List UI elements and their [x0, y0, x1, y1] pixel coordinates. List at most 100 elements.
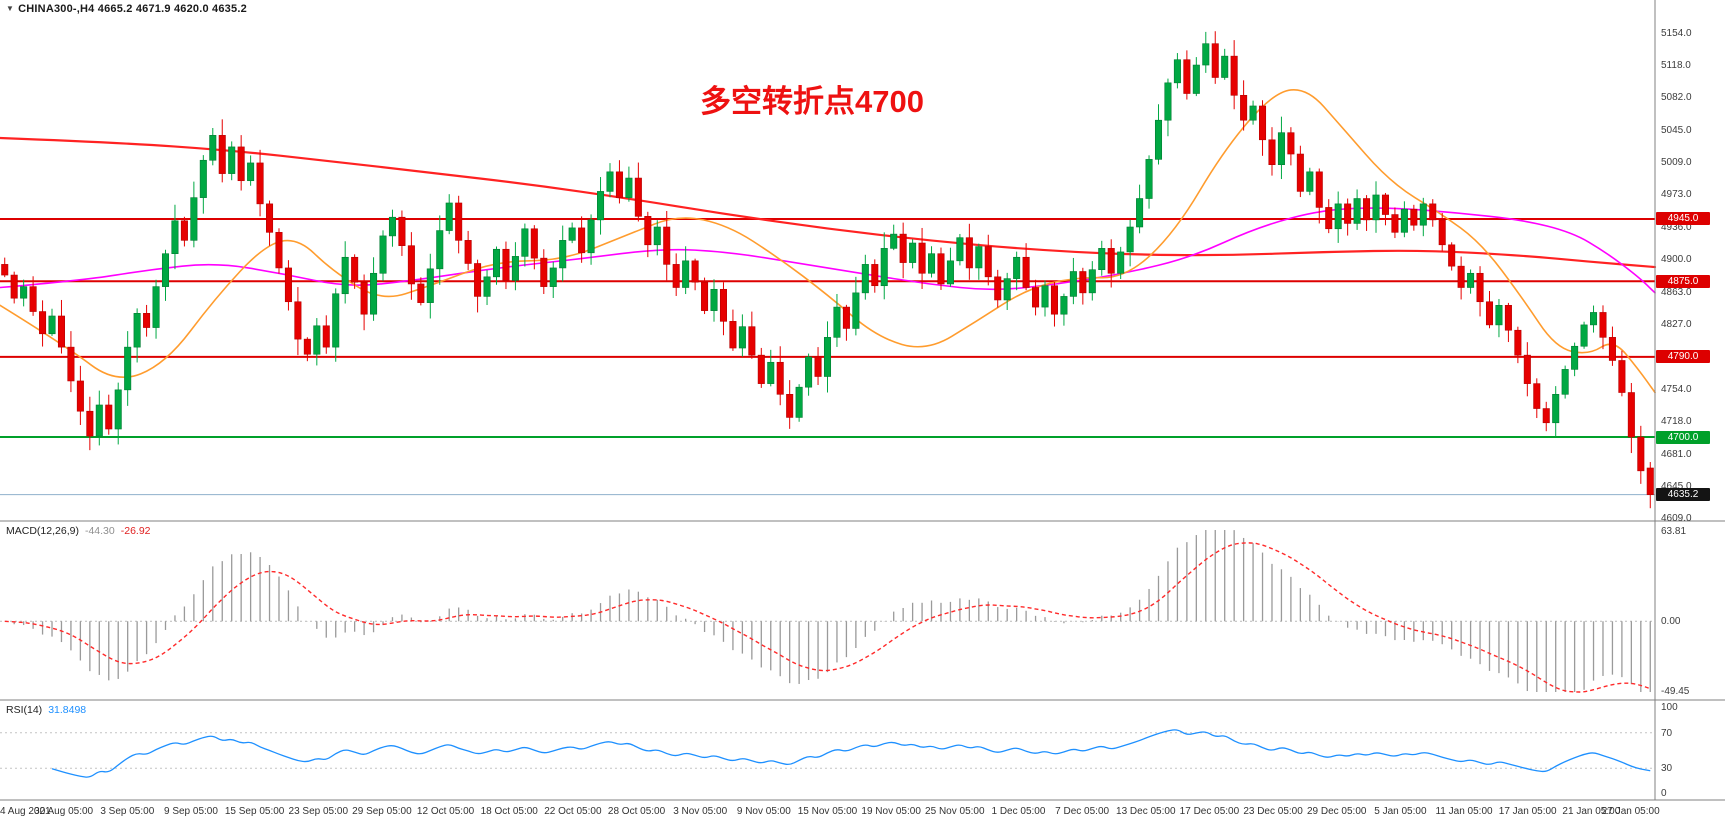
candle[interactable] [445, 202, 453, 231]
candle[interactable] [256, 162, 264, 205]
candle[interactable] [209, 135, 217, 161]
candle[interactable] [20, 286, 28, 299]
candle[interactable] [814, 356, 822, 377]
candle[interactable] [199, 159, 207, 198]
candle[interactable] [1126, 226, 1134, 253]
candle[interactable] [1448, 244, 1456, 267]
candle[interactable] [1, 264, 9, 276]
candle[interactable] [436, 230, 444, 270]
candle[interactable] [568, 227, 576, 241]
candle[interactable] [1429, 203, 1437, 221]
candle[interactable] [1259, 105, 1267, 141]
candle[interactable] [398, 216, 406, 246]
candle[interactable] [1164, 82, 1172, 121]
candle[interactable] [1618, 360, 1626, 393]
candle[interactable] [1325, 207, 1333, 230]
candle[interactable] [615, 171, 623, 198]
candle[interactable] [757, 354, 765, 384]
candle[interactable] [474, 263, 482, 297]
candle[interactable] [464, 240, 472, 264]
candle[interactable] [1533, 383, 1541, 409]
candle[interactable] [322, 325, 330, 348]
candle[interactable] [1079, 271, 1087, 294]
candle[interactable] [710, 288, 718, 311]
candle[interactable] [625, 177, 633, 198]
candle[interactable] [351, 256, 359, 283]
candle[interactable] [105, 404, 113, 430]
candle[interactable] [1514, 329, 1522, 356]
candle[interactable] [1608, 337, 1616, 361]
candle[interactable] [805, 356, 813, 388]
candle[interactable] [1438, 219, 1446, 246]
candle[interactable] [1249, 105, 1257, 121]
candle[interactable] [190, 197, 198, 241]
candle[interactable] [852, 292, 860, 329]
candle[interactable] [1419, 203, 1427, 226]
candle[interactable] [880, 248, 888, 287]
candle[interactable] [370, 272, 378, 315]
candle[interactable] [691, 260, 699, 283]
candle[interactable] [719, 288, 727, 322]
candle[interactable] [247, 162, 255, 182]
candle[interactable] [1542, 408, 1550, 424]
candle[interactable] [483, 276, 491, 297]
fast-ma-line[interactable] [0, 89, 1656, 394]
candle[interactable] [1391, 214, 1399, 233]
candle[interactable] [48, 315, 56, 335]
candle[interactable] [455, 202, 463, 241]
candle[interactable] [388, 216, 396, 237]
candle[interactable] [899, 233, 907, 263]
candle[interactable] [587, 219, 595, 254]
candle[interactable] [1571, 345, 1579, 370]
candle[interactable] [663, 226, 671, 265]
candle[interactable] [10, 274, 18, 299]
candle[interactable] [530, 228, 538, 259]
candle[interactable] [1495, 305, 1503, 326]
candle[interactable] [965, 237, 973, 269]
candle[interactable] [341, 256, 349, 295]
candle[interactable] [511, 256, 519, 281]
candle[interactable] [1221, 55, 1229, 78]
candle[interactable] [124, 346, 132, 391]
annotation-text[interactable]: 多空转折点4700 [700, 84, 924, 119]
candle[interactable] [1627, 392, 1635, 438]
candle[interactable] [417, 283, 425, 303]
candle[interactable] [114, 389, 122, 430]
candle[interactable] [1552, 394, 1560, 424]
candle[interactable] [1107, 248, 1115, 274]
candle[interactable] [502, 248, 510, 281]
candle[interactable] [1240, 94, 1248, 121]
candle[interactable] [76, 380, 84, 412]
candle[interactable] [1353, 198, 1361, 224]
candle[interactable] [492, 248, 501, 278]
candle[interactable] [521, 228, 529, 257]
candle[interactable] [578, 227, 586, 254]
candle[interactable] [540, 257, 548, 287]
candle[interactable] [1145, 159, 1153, 199]
candle[interactable] [57, 315, 65, 348]
candle[interactable] [294, 301, 302, 340]
candle[interactable] [1041, 285, 1049, 308]
candle[interactable] [1344, 203, 1352, 224]
candle[interactable] [1003, 278, 1011, 301]
candle[interactable] [1381, 194, 1389, 215]
candle[interactable] [559, 240, 567, 269]
candle[interactable] [1504, 305, 1512, 331]
slow-ma-line[interactable] [0, 136, 1657, 269]
candle[interactable] [86, 410, 94, 437]
candle[interactable] [1060, 296, 1068, 315]
candle[interactable] [1192, 64, 1200, 94]
candle[interactable] [360, 281, 368, 315]
candle[interactable] [653, 226, 661, 246]
candle[interactable] [1580, 324, 1588, 347]
candle[interactable] [266, 203, 274, 233]
candle[interactable] [729, 321, 737, 349]
candle[interactable] [228, 146, 236, 174]
candle[interactable] [833, 306, 841, 338]
candle[interactable] [171, 220, 179, 254]
candle[interactable] [937, 253, 945, 285]
candle[interactable] [1230, 55, 1238, 96]
candles-layer[interactable] [1, 31, 1654, 509]
candle[interactable] [143, 313, 151, 328]
candle[interactable] [275, 232, 283, 269]
